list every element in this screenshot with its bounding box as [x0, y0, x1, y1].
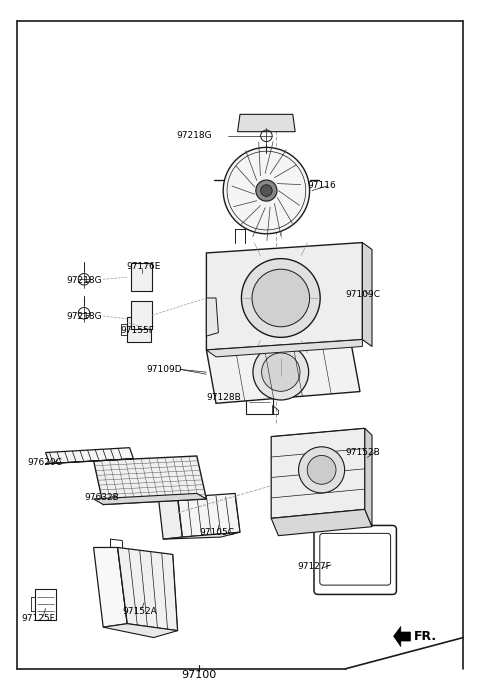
Circle shape: [299, 447, 345, 493]
Circle shape: [256, 180, 277, 201]
Text: 97128B: 97128B: [206, 393, 241, 401]
Text: 97109C: 97109C: [346, 290, 381, 299]
Polygon shape: [206, 243, 362, 350]
Polygon shape: [103, 624, 178, 638]
Text: 97152B: 97152B: [346, 448, 380, 457]
Text: 97127F: 97127F: [298, 562, 331, 570]
Polygon shape: [271, 428, 365, 518]
Text: 97116: 97116: [307, 182, 336, 190]
Polygon shape: [206, 340, 362, 357]
Circle shape: [307, 455, 336, 484]
Circle shape: [223, 148, 310, 234]
Text: FR.: FR.: [414, 630, 437, 642]
Text: 97620C: 97620C: [28, 459, 63, 467]
Polygon shape: [206, 298, 218, 336]
Text: 97155F: 97155F: [120, 326, 154, 335]
Polygon shape: [131, 301, 152, 329]
Text: 97218G: 97218G: [66, 277, 102, 285]
Text: 97100: 97100: [181, 670, 217, 680]
Text: 97632B: 97632B: [84, 493, 119, 502]
Polygon shape: [178, 493, 240, 537]
Text: 97176E: 97176E: [126, 263, 161, 271]
Circle shape: [253, 344, 309, 400]
Text: 97218G: 97218G: [66, 312, 102, 320]
Text: 97109D: 97109D: [146, 365, 182, 374]
Polygon shape: [365, 428, 372, 527]
Circle shape: [252, 269, 310, 327]
Polygon shape: [94, 493, 206, 505]
Polygon shape: [206, 340, 360, 403]
Polygon shape: [158, 498, 182, 539]
Circle shape: [261, 185, 272, 196]
Text: 97125F: 97125F: [22, 614, 55, 622]
Polygon shape: [118, 547, 178, 631]
Polygon shape: [94, 456, 206, 505]
Text: 97105C: 97105C: [199, 528, 234, 536]
Polygon shape: [46, 459, 133, 464]
Text: 97152A: 97152A: [122, 607, 157, 615]
Text: 97218G: 97218G: [177, 132, 212, 140]
Polygon shape: [163, 532, 240, 539]
Polygon shape: [127, 317, 151, 342]
Polygon shape: [271, 509, 372, 536]
Polygon shape: [46, 448, 133, 464]
Circle shape: [241, 258, 320, 337]
Circle shape: [262, 353, 300, 392]
Polygon shape: [131, 263, 152, 291]
Polygon shape: [94, 547, 127, 627]
Polygon shape: [238, 114, 295, 132]
Polygon shape: [362, 243, 372, 346]
Polygon shape: [394, 626, 410, 647]
